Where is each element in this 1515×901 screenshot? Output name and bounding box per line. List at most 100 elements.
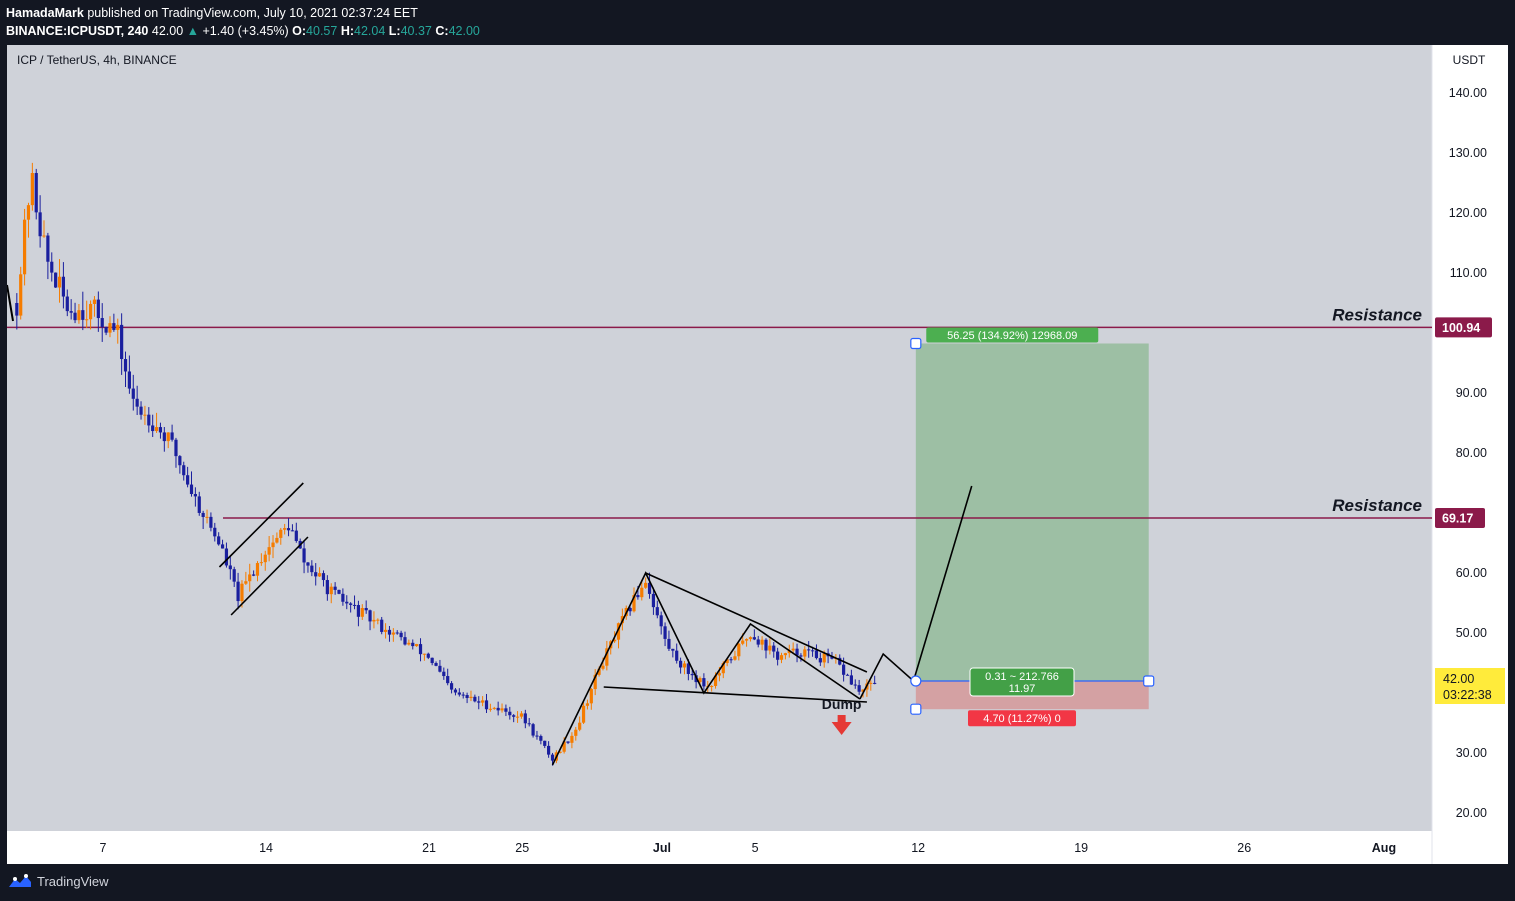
symbol-label: BINANCE:ICPUSDT, 240 xyxy=(6,24,149,38)
candle-body xyxy=(314,572,318,577)
target-zone[interactable] xyxy=(915,343,1149,682)
candle-body xyxy=(147,414,151,426)
candle-body xyxy=(244,581,248,584)
time-tick-label: 26 xyxy=(1237,841,1251,855)
candle-body xyxy=(57,276,62,288)
candle-body xyxy=(558,751,562,753)
candle-body xyxy=(473,696,477,702)
tradingview-wordmark: TradingView xyxy=(37,873,109,889)
candle-body xyxy=(562,741,566,752)
candle-body xyxy=(302,548,306,563)
plot-area[interactable] xyxy=(7,45,1432,831)
candle-body xyxy=(461,694,465,696)
price-tick-label: 80.00 xyxy=(1456,446,1487,460)
candle-body xyxy=(702,678,706,687)
price-chart[interactable]: 20.0030.0040.0050.0060.0080.0090.00110.0… xyxy=(6,45,1508,864)
candle-body xyxy=(294,530,298,541)
tradingview-branding[interactable]: TradingView xyxy=(8,873,109,889)
candle-body xyxy=(449,683,454,690)
resistance-price-lower: 69.17 xyxy=(1442,511,1473,525)
candle-body xyxy=(729,659,733,661)
candle-body xyxy=(407,642,411,645)
candle-body xyxy=(151,425,155,432)
candle-body xyxy=(174,439,178,457)
long-position-tool[interactable] xyxy=(915,343,1149,710)
resize-handle[interactable] xyxy=(1143,675,1155,687)
price-tick-label: 120.00 xyxy=(1449,206,1487,220)
wedge-upper[interactable] xyxy=(645,572,868,673)
candle-body xyxy=(807,649,811,651)
dump-arrow-icon xyxy=(831,715,852,735)
candle-body xyxy=(46,235,50,262)
candle-body xyxy=(741,640,745,644)
candle-body xyxy=(539,736,543,741)
candle-body xyxy=(170,432,174,440)
candle-body xyxy=(597,668,601,675)
candle-body xyxy=(578,722,582,730)
candle-body xyxy=(123,359,128,372)
candle-body xyxy=(484,700,489,710)
candle-body xyxy=(178,456,182,466)
price-axis[interactable] xyxy=(1432,45,1508,831)
candle-body xyxy=(488,708,492,710)
candle-body xyxy=(671,648,675,651)
price-change: +1.40 (+3.45%) xyxy=(202,24,289,38)
candle-body xyxy=(120,324,124,360)
candle-body xyxy=(566,741,570,743)
price-tick-label: 20.00 xyxy=(1456,806,1487,820)
wedge-lower[interactable] xyxy=(603,686,867,703)
projection[interactable] xyxy=(859,485,973,700)
price-tick-label: 60.00 xyxy=(1456,566,1487,580)
candle-body xyxy=(376,619,380,621)
time-axis-ticks: 7 14 21 25 Jul 5 12 19 26 Aug xyxy=(100,841,1397,855)
rising-channel-upper[interactable] xyxy=(218,482,304,568)
candle-body xyxy=(329,586,333,595)
drawn-patterns[interactable] xyxy=(6,284,973,766)
entry-handle[interactable] xyxy=(910,675,922,687)
candle-body xyxy=(189,484,194,495)
time-axis[interactable] xyxy=(7,831,1432,864)
candle-body xyxy=(162,432,166,442)
low-label: L: xyxy=(388,24,401,38)
chart-frame[interactable]: 20.0030.0040.0050.0060.0080.0090.00110.0… xyxy=(6,45,1508,864)
resize-handle[interactable] xyxy=(910,337,922,350)
candle-body xyxy=(442,671,446,677)
position-handles[interactable] xyxy=(910,337,1155,715)
candle-body xyxy=(54,272,58,288)
candle-body xyxy=(593,674,597,690)
candle-body xyxy=(737,643,741,657)
candle-body xyxy=(73,312,77,321)
candle-body xyxy=(787,650,791,654)
candle-body xyxy=(19,274,23,316)
candle-body xyxy=(271,542,275,548)
time-tick-label: Aug xyxy=(1372,841,1396,855)
last-price: 42.00 xyxy=(151,24,184,38)
candle-body xyxy=(290,530,295,532)
author-name[interactable]: HamadaMark xyxy=(6,6,84,20)
target-badge-text: 56.25 (134.92%) 12968.09 xyxy=(947,330,1077,342)
resize-handle[interactable] xyxy=(910,703,922,715)
zigzag[interactable] xyxy=(551,571,861,766)
resistance-lines[interactable] xyxy=(7,326,1432,519)
candle-body xyxy=(415,644,419,647)
candle-body xyxy=(791,648,795,651)
candle-body xyxy=(61,276,66,297)
rising-channel-lower[interactable] xyxy=(230,536,309,616)
candle-body xyxy=(50,261,54,273)
candle-body xyxy=(306,562,310,566)
resistance-label-lower: Resistance xyxy=(1332,496,1422,515)
price-tick-label: 130.00 xyxy=(1449,146,1487,160)
candle-body xyxy=(399,632,403,638)
candle-body xyxy=(360,608,364,617)
candle-body xyxy=(698,678,702,683)
candle-body xyxy=(496,707,500,711)
candle-body xyxy=(469,696,473,699)
tradingview-logo-icon xyxy=(9,874,31,887)
stop-badge-text: 4.70 (11.27%) 0 xyxy=(983,713,1060,725)
candle-body xyxy=(725,659,729,664)
resistance-price-tag-upper: 100.94 xyxy=(1435,317,1492,338)
candle-body xyxy=(143,414,147,416)
candle-body xyxy=(232,569,236,582)
candle-body xyxy=(842,664,846,675)
candle-body xyxy=(686,663,690,674)
